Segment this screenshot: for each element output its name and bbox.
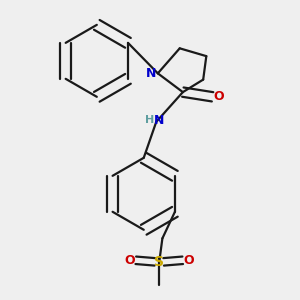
- Text: O: O: [184, 254, 194, 267]
- Text: N: N: [154, 114, 165, 127]
- Text: O: O: [124, 254, 135, 267]
- Text: S: S: [154, 255, 164, 269]
- Text: O: O: [213, 90, 224, 103]
- Text: H: H: [145, 115, 154, 125]
- Text: N: N: [146, 67, 156, 80]
